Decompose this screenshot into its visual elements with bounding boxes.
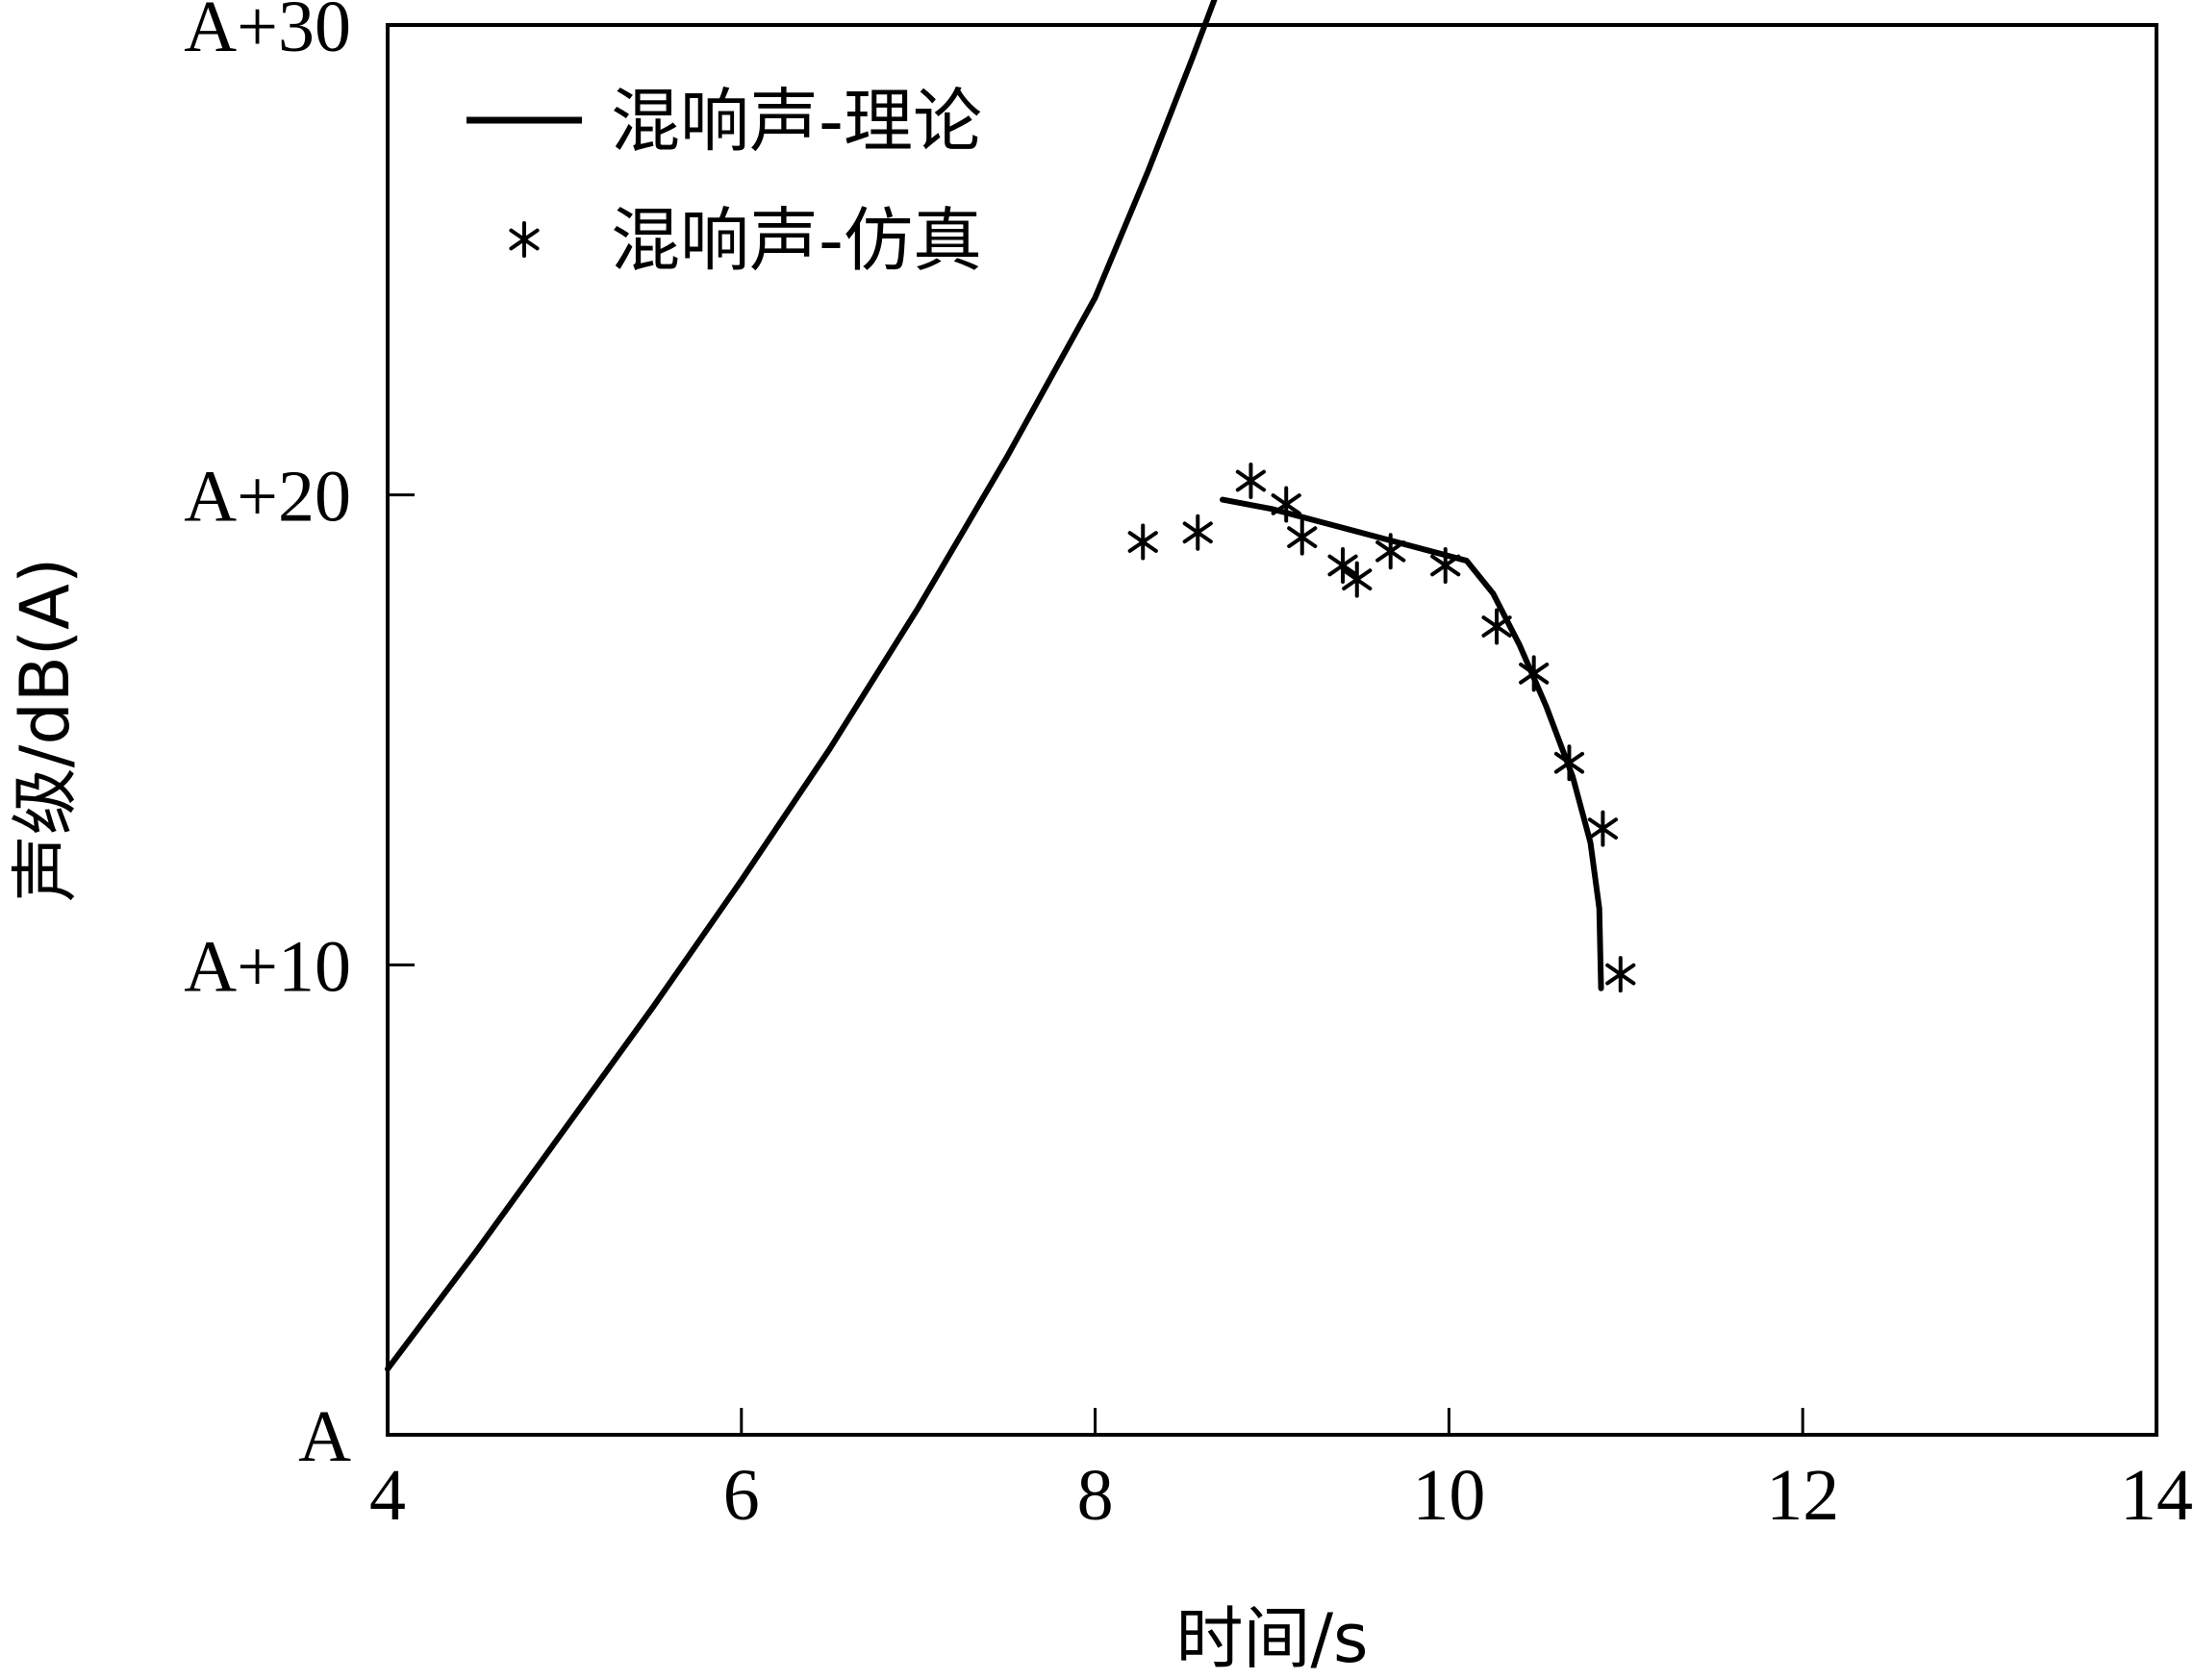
data-point: [1271, 486, 1301, 523]
legend-item: 混响声-仿真: [509, 200, 982, 281]
legend-item: 混响声-理论: [467, 81, 982, 162]
data-point: [1235, 463, 1267, 500]
plot-area: [386, 23, 2158, 1437]
data-point: [1375, 533, 1406, 570]
data-point: [1327, 546, 1358, 584]
y-tick-label: A: [298, 1396, 351, 1477]
x-tick-label: 12: [1766, 1455, 1839, 1536]
data-point: [1605, 956, 1636, 993]
x-tick-label: 10: [1412, 1455, 1485, 1536]
legend-label: 混响声-仿真: [611, 200, 982, 281]
series-markers-2: [1127, 463, 1636, 993]
data-point: [1481, 608, 1512, 645]
plot-frame: [386, 23, 2158, 1437]
x-tick-label: 14: [2120, 1455, 2193, 1536]
data-point: [1287, 518, 1318, 556]
data-point: [1587, 810, 1618, 847]
y-axis-title: 声级/dB(A): [6, 558, 85, 903]
data-point: [1127, 523, 1158, 561]
series-line-0: [385, 0, 1218, 1372]
x-tick-label: 6: [723, 1455, 760, 1536]
x-tick-label: 4: [369, 1455, 406, 1536]
x-axis: 4 6 8 10 12 14: [369, 1408, 2193, 1536]
series-layer: [385, 0, 1636, 1372]
series-line-1: [1220, 496, 1604, 991]
legend-marker-swatch: [509, 221, 540, 258]
legend-label: 混响声-理论: [611, 81, 982, 162]
data-point: [1342, 561, 1373, 598]
x-axis-title: 时间/s: [1175, 1599, 1368, 1678]
data-point: [1182, 514, 1213, 551]
data-point: [1553, 744, 1585, 782]
y-tick-label: A+20: [184, 457, 351, 538]
data-point: [1519, 655, 1550, 692]
y-axis: A A+10 A+20 A+30: [184, 0, 415, 1477]
data-point: [1430, 546, 1461, 584]
x-tick-label: 8: [1077, 1455, 1114, 1536]
y-tick-label: A+30: [184, 0, 351, 67]
y-tick-label: A+10: [184, 926, 351, 1007]
